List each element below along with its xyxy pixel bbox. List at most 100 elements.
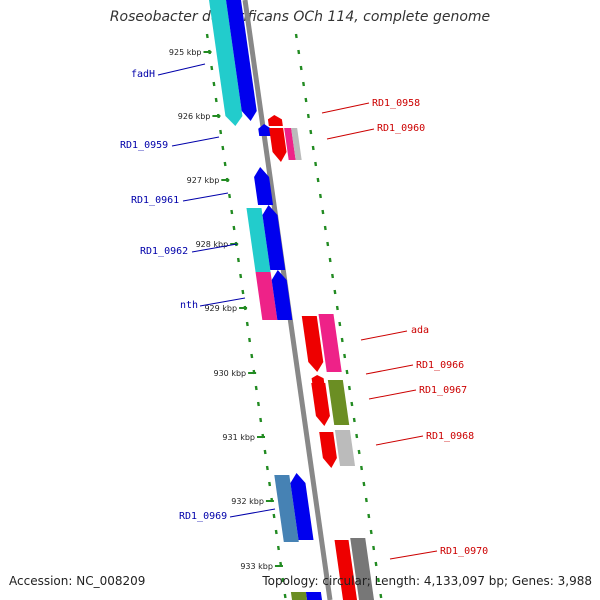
dot-dash xyxy=(239,273,243,279)
leader-line xyxy=(375,435,424,446)
dot-dash xyxy=(376,577,380,583)
dot-dash xyxy=(283,593,287,599)
gene-right-magenta-1 xyxy=(284,128,296,160)
dot-dash xyxy=(364,497,368,503)
dot-dash xyxy=(276,545,280,551)
gene-label-right: RD1_0958 xyxy=(372,98,420,109)
dot-dash xyxy=(331,273,335,279)
dot-dash xyxy=(367,513,371,519)
tick-label: 931 kbp xyxy=(222,433,255,442)
dot-dash xyxy=(268,481,272,487)
dot-dash xyxy=(350,401,354,407)
gene-left-blue-2 xyxy=(262,205,286,270)
dot-dash xyxy=(323,225,327,231)
dot-dash xyxy=(333,289,337,295)
dot-dash xyxy=(228,193,232,199)
gene-label-left: RD1_0959 xyxy=(120,140,168,151)
dot-dash xyxy=(372,545,376,551)
dot-dash xyxy=(309,129,313,135)
dot-dash xyxy=(297,49,301,55)
leader-line xyxy=(326,128,375,140)
gene-rd1-0969 xyxy=(274,475,299,542)
gene-left-blue-5 xyxy=(305,592,323,600)
gene-right-gray-2 xyxy=(334,430,356,466)
gene-rd1-0968 xyxy=(319,432,337,468)
gene-rd1-0962 xyxy=(246,208,271,272)
dot-dash xyxy=(355,433,359,439)
dot-dash xyxy=(219,129,223,135)
dot-dash xyxy=(212,81,216,87)
dot-dash xyxy=(223,161,227,167)
gene-label-right: RD1_0960 xyxy=(377,123,425,134)
dot-dash xyxy=(302,81,306,87)
tick-label: 926 kbp xyxy=(178,112,211,121)
gene-features xyxy=(209,0,375,600)
gene-label-left: RD1_0962 xyxy=(140,246,188,257)
leader-line xyxy=(182,192,229,202)
gene-left-blue-3 xyxy=(271,270,293,320)
gene-right-olive xyxy=(327,380,350,425)
dot-dash xyxy=(314,161,318,167)
gene-rd1-0961 xyxy=(254,167,274,205)
gene-label-left: RD1_0961 xyxy=(131,195,179,206)
leader-line xyxy=(191,243,238,253)
dot-dash xyxy=(335,305,339,311)
dot-dash xyxy=(352,417,356,423)
gene-rd1-0958 xyxy=(267,115,283,126)
dot-dash xyxy=(259,417,263,423)
dot-dash xyxy=(338,321,342,327)
dot-dash xyxy=(340,337,344,343)
dot-dash xyxy=(304,97,308,103)
leader-line xyxy=(389,550,438,560)
gene-rd1-0966 xyxy=(311,375,325,383)
outer-dotted-line xyxy=(294,33,383,599)
dot-dash xyxy=(360,465,364,471)
leader-line xyxy=(171,136,220,147)
dot-dash xyxy=(369,529,373,535)
gene-ada xyxy=(301,316,324,372)
dot-dash xyxy=(221,145,225,151)
dot-dash xyxy=(205,33,209,39)
dot-dash xyxy=(232,225,236,231)
map-title: Roseobacter denitrificans OCh 114, compl… xyxy=(109,9,491,25)
dot-dash xyxy=(374,561,378,567)
dot-dash xyxy=(245,321,249,327)
accession-text: Accession: NC_008209 xyxy=(9,574,146,588)
leader-line xyxy=(229,508,276,518)
dot-dash xyxy=(265,465,269,471)
gene-label-right: RD1_0970 xyxy=(440,546,488,557)
dot-dash xyxy=(326,241,330,247)
dot-dash xyxy=(321,209,325,215)
gene-nth xyxy=(255,272,278,320)
gene-label-left: fadH xyxy=(131,69,155,80)
dot-dash xyxy=(230,209,234,215)
gene-left-blue-1 xyxy=(226,0,257,121)
leader-line xyxy=(360,330,408,341)
dot-dash xyxy=(345,369,349,375)
gene-label-right: RD1_0968 xyxy=(426,431,474,442)
gene-label-right: RD1_0966 xyxy=(416,360,464,371)
gene-rd1-0967 xyxy=(311,383,330,426)
gene-label-right: RD1_0967 xyxy=(419,385,467,396)
leader-line xyxy=(321,102,370,114)
dot-dash xyxy=(263,449,267,455)
gene-right-darkgray xyxy=(350,538,375,600)
dot-dash xyxy=(248,337,252,343)
tick-label: 927 kbp xyxy=(187,176,220,185)
dot-dash xyxy=(347,385,351,391)
dot-dash xyxy=(281,577,285,583)
dot-dash xyxy=(236,257,240,263)
dot-dash xyxy=(254,385,258,391)
dot-dash xyxy=(272,513,276,519)
dot-dash xyxy=(250,353,254,359)
leader-line xyxy=(368,389,417,400)
leader-line xyxy=(365,364,414,375)
dot-dash xyxy=(210,65,214,71)
dot-dash xyxy=(306,113,310,119)
tick-label: 932 kbp xyxy=(231,497,264,506)
gene-rd1-0970 xyxy=(334,540,358,600)
tick-label: 929 kbp xyxy=(204,304,237,313)
tick-label: 925 kbp xyxy=(169,48,202,57)
dot-dash xyxy=(343,353,347,359)
